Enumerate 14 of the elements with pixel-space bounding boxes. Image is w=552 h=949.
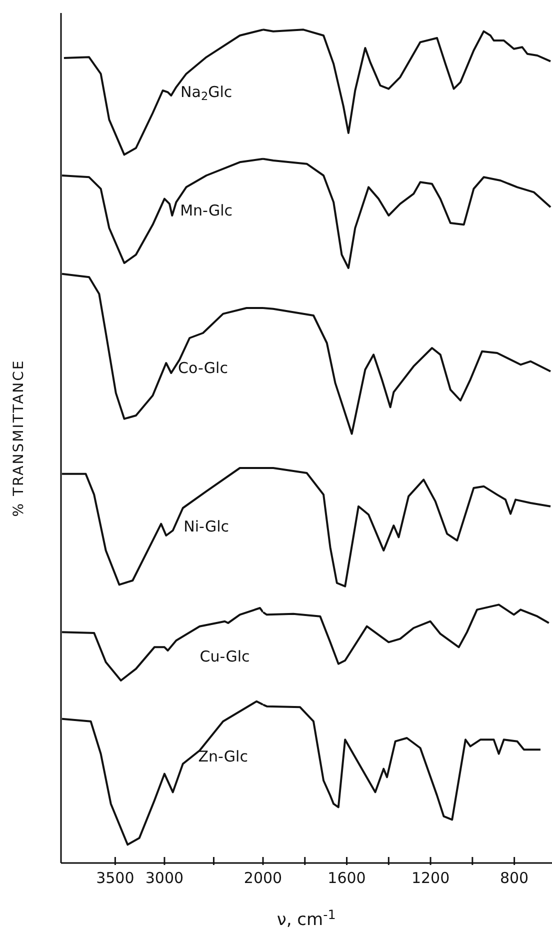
- x-tick-label: 3000: [145, 869, 184, 887]
- series-label: Zn-Glc: [198, 747, 248, 766]
- series-label: Na$_{2}$Glc: [180, 83, 232, 104]
- y-axis-title: % TRANSMITTANCE: [10, 359, 27, 517]
- series-label: Co-Glc: [178, 359, 228, 377]
- x-tick-label: 2000: [244, 869, 282, 887]
- x-axis-title: ν, cm$^{-1}$: [276, 908, 336, 930]
- x-tick-label: 800: [500, 869, 529, 887]
- series-label: Cu-Glc: [200, 647, 250, 666]
- series-label: Ni-Glc: [184, 517, 230, 536]
- series-label: Mn-Glc: [180, 202, 233, 220]
- x-tick-label: 3500: [96, 869, 134, 887]
- x-tick-label: 1200: [411, 869, 450, 887]
- x-tick-label: 1600: [328, 869, 366, 887]
